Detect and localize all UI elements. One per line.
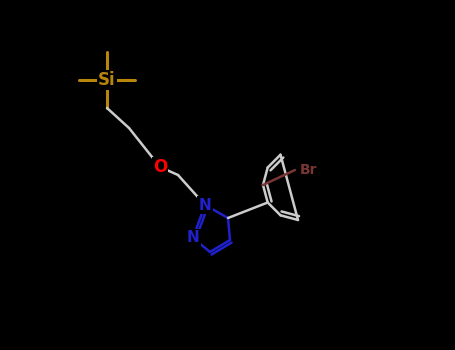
Text: N: N: [187, 231, 199, 245]
Text: N: N: [199, 197, 212, 212]
Text: Br: Br: [300, 163, 318, 177]
Text: Si: Si: [98, 71, 116, 89]
Text: O: O: [153, 158, 167, 176]
